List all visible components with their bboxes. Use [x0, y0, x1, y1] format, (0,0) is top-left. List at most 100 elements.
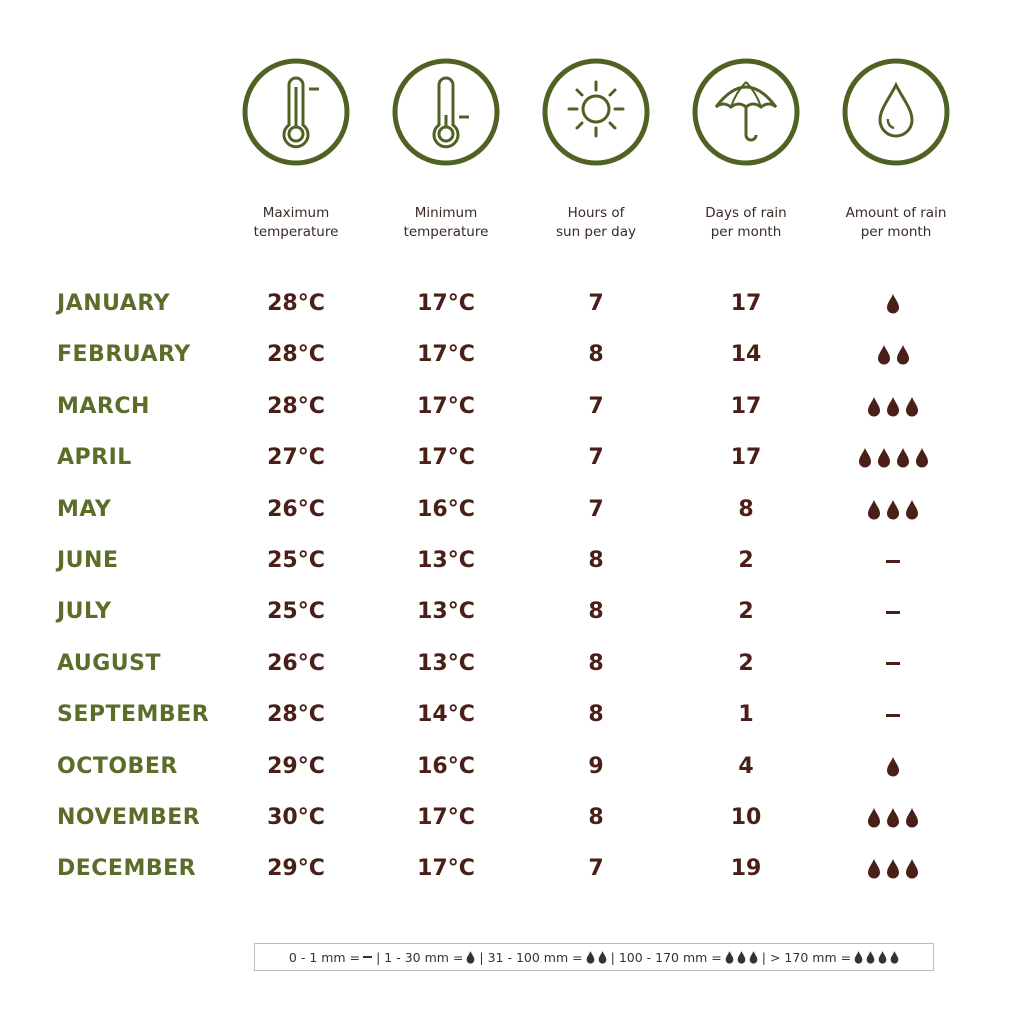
rain-amount-cell: [818, 747, 968, 787]
raindrop-icon: [868, 859, 880, 879]
raindrop-icon: [586, 950, 594, 964]
min-temp-cell: 17°C: [417, 805, 475, 830]
max-temp-cell: 27°C: [267, 445, 325, 471]
column-header-min-temp: Minimum temperature: [403, 205, 489, 240]
sun-hours-cell: 8: [588, 650, 604, 676]
min-temp-cell: 17°C: [417, 856, 475, 882]
raindrop-icon: [868, 499, 880, 520]
raindrop-icon: [887, 756, 899, 777]
rain-amount-cell: [818, 592, 968, 632]
raindrop-icon: [906, 499, 918, 520]
legend-item: > 170 mm =: [770, 950, 899, 965]
month-label: MAY: [57, 496, 112, 522]
raindrop-icon: [598, 950, 606, 964]
rain-days-cell: 2: [738, 650, 754, 676]
dash-icon: [886, 713, 900, 717]
table-row: SEPTEMBER 28°C 14°C 8 1: [0, 695, 1024, 735]
sun-hours-cell: 7: [588, 291, 604, 316]
min-temp-cell: 16°C: [417, 496, 475, 522]
rain-amount-cell: [818, 849, 968, 889]
min-temp-cell: 17°C: [417, 291, 475, 316]
raindrop-icon: [890, 950, 899, 964]
raindrop-icon: [896, 448, 909, 468]
rain-days-cell: 14: [730, 342, 762, 368]
rain-amount-cell: [818, 438, 968, 478]
rain-days-cell: 8: [738, 496, 754, 522]
legend-range: > 170 mm =: [769, 949, 852, 965]
raindrop-icon: [887, 499, 899, 520]
sun-hours-cell: 8: [588, 599, 604, 625]
min-temp-cell: 13°C: [417, 599, 475, 625]
rain-amount-cell: [818, 387, 968, 427]
month-label: SEPTEMBER: [57, 702, 210, 728]
month-label: JUNE: [57, 548, 119, 573]
max-temp-cell: 30°C: [267, 805, 325, 830]
month-label: JANUARY: [57, 291, 171, 316]
legend-item: 31 - 100 mm =: [488, 950, 607, 965]
table-row: JUNE 25°C 13°C 8 2: [0, 541, 1024, 581]
max-temp-cell: 28°C: [267, 702, 325, 728]
table-row: APRIL 27°C 17°C 7 17: [0, 438, 1024, 478]
max-temp-cell: 28°C: [267, 393, 325, 419]
month-label: FEBRUARY: [57, 342, 191, 368]
month-label: OCTOBER: [57, 753, 178, 779]
rain-days-cell: 19: [730, 856, 762, 882]
max-temp-cell: 28°C: [267, 291, 325, 316]
sun-hours-cell: 7: [588, 856, 604, 882]
rain-amount-cell: [818, 335, 968, 375]
sun-hours-cell: 7: [588, 445, 604, 471]
legend-separator: |: [761, 949, 766, 965]
raindrop-icon: [737, 950, 746, 964]
month-label: NOVEMBER: [57, 805, 201, 830]
max-temp-cell: 26°C: [267, 496, 325, 522]
dash-icon: [886, 662, 900, 666]
table-row: MAY 26°C 16°C 7 8: [0, 490, 1024, 530]
column-header-max-temp: Maximum temperature: [253, 205, 339, 240]
rain-legend: 0 - 1 mm = | 1 - 30 mm = | 31 - 100 mm = | 100…: [254, 943, 934, 971]
legend-separator: |: [479, 949, 484, 965]
raindrop-icon: [868, 808, 880, 828]
raindrop-icon: [896, 345, 909, 365]
raindrop-icon: [725, 950, 734, 964]
raindrop-icon: [887, 396, 899, 417]
column-header-rain-amount: Amount of rain per month: [845, 205, 947, 240]
legend-range: 100 - 170 mm =: [618, 949, 722, 965]
rain-days-cell: 4: [738, 753, 754, 779]
raindrop-icon: [749, 950, 758, 964]
table-row: OCTOBER 29°C 16°C 9 4: [0, 747, 1024, 787]
table-row: DECEMBER 29°C 17°C 7 19: [0, 849, 1024, 889]
rain-amount-cell: [818, 798, 968, 838]
sun-hours-cell: 8: [588, 342, 604, 368]
rain-days-cell: 1: [738, 702, 754, 728]
raindrop-icon: [906, 859, 918, 879]
rain-days-cell: 17: [730, 393, 762, 419]
sun-hours-cell: 8: [588, 548, 604, 573]
raindrop-icon: [877, 448, 890, 468]
raindrop-icon: [887, 294, 899, 314]
dash-icon: [886, 559, 900, 563]
raindrop-icon: [868, 396, 880, 417]
rain-days-cell: 17: [730, 291, 762, 316]
raindrop-icon: [866, 950, 875, 964]
table-row: FEBRUARY 28°C 17°C 8 14: [0, 335, 1024, 375]
month-label: DECEMBER: [57, 856, 197, 882]
raindrop-icon: [906, 808, 918, 828]
rain-days-cell: 2: [738, 599, 754, 625]
raindrop-icon: [887, 808, 899, 828]
table-row: JULY 25°C 13°C 8 2: [0, 592, 1024, 632]
raindrop-icon: [906, 396, 918, 417]
legend-item: 0 - 1 mm =: [289, 950, 373, 965]
legend-item: 100 - 170 mm =: [619, 950, 758, 965]
dash-icon: [363, 956, 373, 958]
min-temp-cell: 13°C: [417, 650, 475, 676]
month-label: JULY: [57, 599, 112, 625]
rain-days-cell: 10: [730, 805, 762, 830]
max-temp-cell: 26°C: [267, 650, 325, 676]
sun-hours-cell: 9: [588, 753, 604, 779]
max-temp-cell: 25°C: [267, 548, 325, 573]
min-temp-cell: 17°C: [417, 393, 475, 419]
rain-days-cell: 2: [738, 548, 754, 573]
raindrop-icon: [887, 859, 899, 879]
rain-amount-cell: [818, 695, 968, 735]
rain-amount-cell: [818, 541, 968, 581]
